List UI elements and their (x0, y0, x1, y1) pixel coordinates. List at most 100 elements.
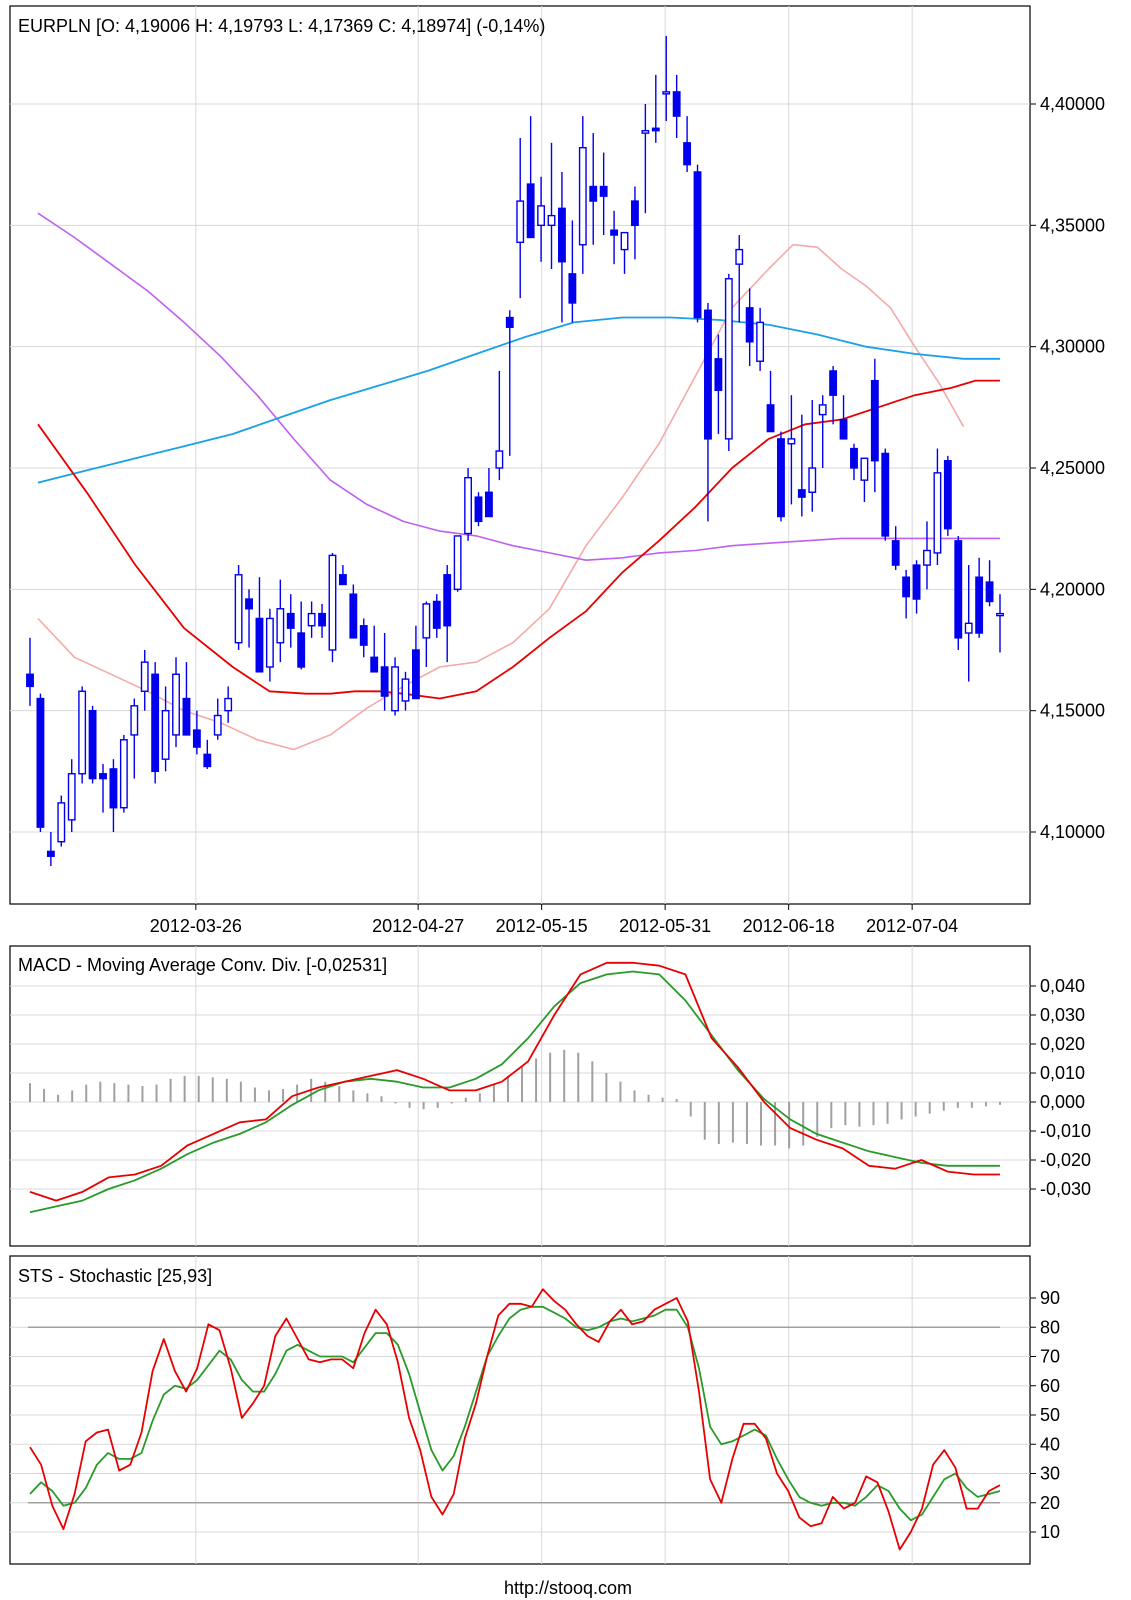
price-y-tick-label: 4,10000 (1040, 822, 1105, 842)
price-y-tick-label: 4,40000 (1040, 94, 1105, 114)
candle (777, 431, 785, 522)
candle (99, 764, 107, 813)
candle (338, 565, 347, 586)
price-grid (10, 6, 1030, 904)
macd-signal-line (29, 970, 1000, 1214)
stochastic-y-tick-label: 20 (1040, 1493, 1060, 1513)
moving-average-blue (37, 316, 1000, 484)
candle (547, 142, 556, 270)
macd-y-tick-label: 0,010 (1040, 1063, 1085, 1083)
price-y-tick-label: 4,30000 (1040, 337, 1105, 357)
price-x-tick-label: 2012-05-15 (496, 916, 588, 936)
candle (735, 235, 744, 323)
macd-y-tick-label: 0,020 (1040, 1034, 1085, 1054)
moving-average-red (37, 379, 1000, 700)
candle (297, 601, 306, 670)
candle (213, 698, 222, 740)
macd-grid (10, 946, 1030, 1246)
candle (683, 116, 692, 172)
macd-panel-frame (9, 945, 1031, 1247)
candle (474, 492, 483, 527)
price-y-tick-label: 4,20000 (1040, 579, 1105, 599)
candle (401, 671, 410, 711)
candle (151, 662, 160, 784)
candle (359, 618, 368, 658)
macd-y-tick-label: -0,010 (1040, 1121, 1091, 1141)
price-y-tick-label: 4,15000 (1040, 701, 1105, 721)
candle (484, 468, 493, 518)
candle (756, 307, 765, 371)
candle (985, 560, 994, 607)
candle (860, 457, 869, 502)
price-x-tick-label: 2012-04-27 (372, 916, 464, 936)
candle (109, 759, 118, 832)
candle (537, 176, 546, 262)
candle (307, 601, 316, 638)
candlesticks (26, 36, 1004, 866)
candle (766, 370, 775, 433)
candle (902, 569, 911, 619)
price-y-axis: 4,10000 4,15000 4,20000 4,25000 4,30000 4,350… (1030, 94, 1105, 842)
candle (912, 560, 921, 614)
stochastic-y-tick-label: 50 (1040, 1405, 1060, 1425)
candle (172, 657, 180, 748)
price-x-axis: 2012-03-26 2012-04-27 2012-05-15 2012-05-31… (150, 904, 958, 936)
candle (964, 565, 973, 682)
candle (599, 152, 608, 236)
macd-y-tick-label: 0,030 (1040, 1005, 1085, 1025)
candle (192, 710, 201, 755)
macd-y-tick-label: -0,030 (1040, 1179, 1091, 1199)
stochastic-lines (29, 1288, 1001, 1551)
price-y-tick-label: 4,25000 (1040, 458, 1105, 478)
candle (255, 577, 264, 673)
candle (318, 603, 326, 638)
candle (276, 579, 285, 663)
macd-y-axis: -0,030 -0,020 -0,010 0,000 0,010 0,020 0,030 0,… (1030, 976, 1091, 1199)
candle (286, 594, 295, 648)
candle (850, 443, 858, 481)
candle (224, 686, 233, 723)
moving-averages (37, 212, 1000, 751)
moving-average-purple (37, 212, 1000, 561)
candle (88, 705, 97, 784)
price-x-tick-label: 2012-03-26 (150, 916, 242, 936)
stochastic-panel-frame (9, 1255, 1031, 1565)
stochastic-y-tick-label: 90 (1040, 1288, 1060, 1308)
candle (891, 526, 900, 570)
candle (589, 133, 598, 245)
candle (411, 625, 420, 700)
candle (453, 535, 462, 592)
candle (119, 734, 128, 813)
candle (516, 137, 525, 299)
macd-lines (29, 961, 1000, 1214)
candle (943, 455, 952, 536)
candle (380, 633, 389, 711)
macd-panel: -0,030 -0,020 -0,010 0,000 0,010 0,020 0,030 0,… (9, 945, 1091, 1247)
macd-y-tick-label: -0,020 (1040, 1150, 1091, 1170)
candle (881, 448, 890, 541)
candle (57, 795, 66, 847)
candle (631, 186, 639, 260)
candle (161, 686, 170, 772)
candle (787, 395, 796, 505)
price-panel: 4,10000 4,15000 4,20000 4,25000 4,30000 4,350… (9, 5, 1105, 936)
macd-y-tick-label: 0,000 (1040, 1092, 1085, 1112)
candle (67, 759, 76, 832)
price-x-tick-label: 2012-05-31 (619, 916, 711, 936)
candle (526, 116, 535, 239)
candle (745, 288, 754, 367)
candle (78, 686, 87, 784)
macd-y-tick-label: 0,040 (1040, 976, 1085, 996)
candle (651, 74, 660, 143)
stochastic-title: STS - Stochastic [25,93] (18, 1266, 212, 1286)
stochastic-y-tick-label: 40 (1040, 1434, 1060, 1454)
candle (370, 625, 379, 673)
candle (443, 565, 452, 663)
candle (578, 116, 587, 274)
candle (182, 662, 191, 736)
candle (26, 637, 34, 706)
candle (36, 693, 45, 832)
candle (672, 74, 681, 138)
price-y-tick-label: 4,35000 (1040, 215, 1105, 235)
